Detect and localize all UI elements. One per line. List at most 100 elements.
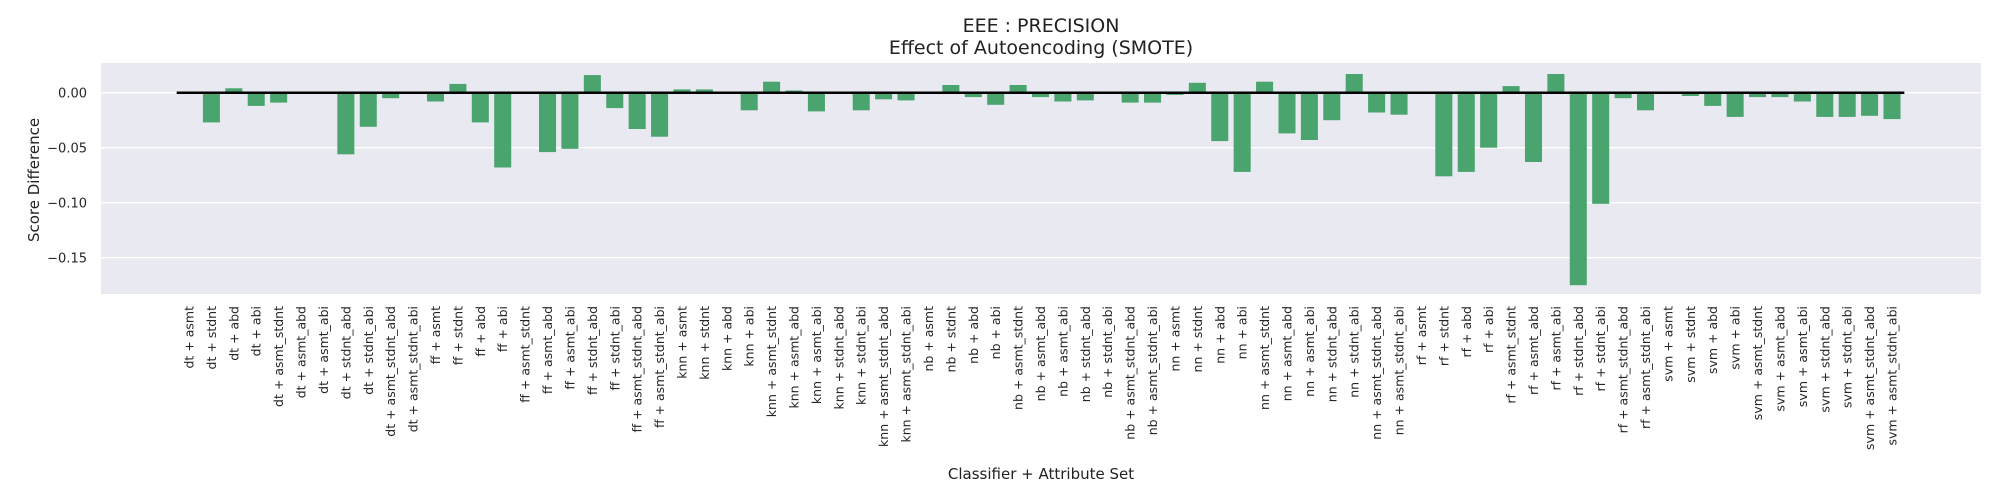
x-tick-label: nn + stdnt_abd — [1324, 306, 1339, 402]
x-tick-label: rf + abd — [1459, 306, 1474, 358]
bar — [964, 92, 982, 98]
bar — [942, 85, 960, 93]
bar — [270, 92, 288, 103]
x-tick-label: dt + stdnt — [204, 306, 219, 370]
bar — [1345, 74, 1363, 93]
x-tick-label: ff + stdnt — [450, 306, 465, 365]
bar — [539, 92, 557, 153]
bar — [1054, 92, 1072, 102]
y-tick-label: −0.10 — [47, 197, 87, 212]
x-tick-label: dt + asmt_abd — [294, 306, 309, 398]
x-tick-label: nb + abi — [988, 306, 1003, 359]
x-tick-label: ff + stdnt_abd — [585, 306, 600, 395]
bar — [1636, 92, 1655, 111]
bar — [1502, 86, 1520, 93]
x-tick-label: knn + asmt_abi — [809, 306, 824, 404]
x-tick-label: svm + asmt_stdnt_abi — [1885, 306, 1900, 446]
bar — [247, 92, 265, 106]
x-tick-label: nb + asmt_stdnt_abi — [1145, 306, 1160, 435]
bar — [1144, 92, 1162, 103]
bar — [695, 89, 713, 93]
x-tick-label: nn + asmt_stdnt_abi — [1392, 306, 1407, 435]
bar — [359, 92, 377, 127]
x-tick-label: nb + asmt — [921, 306, 936, 372]
bar — [1121, 92, 1139, 103]
x-axis-ticks: dt + asmt dt + stdnt dt + abd dt + abi dt + … — [182, 306, 1900, 450]
bar — [1031, 92, 1050, 98]
bar — [763, 81, 781, 93]
bar — [225, 88, 243, 93]
x-tick-label: dt + abd — [226, 306, 241, 361]
y-axis-label: Score Difference — [25, 118, 43, 242]
bar — [606, 92, 624, 109]
x-tick-label: knn + asmt_stdnt — [764, 306, 779, 417]
x-tick-label: rf + asmt — [1414, 306, 1429, 365]
x-tick-label: ff + stdnt_abi — [607, 306, 622, 391]
x-tick-label: nb + asmt_abd — [1033, 306, 1048, 401]
bar — [1300, 92, 1318, 140]
bar — [740, 92, 758, 111]
bar — [337, 92, 355, 155]
bar — [1749, 92, 1767, 98]
bar — [1614, 92, 1632, 99]
x-tick-label: nb + asmt_abi — [1055, 306, 1070, 397]
x-tick-label: nn + asmt_abi — [1302, 306, 1317, 397]
x-tick-label: svm + asmt_stdnt_abd — [1862, 306, 1877, 450]
bar — [1211, 92, 1229, 142]
bar — [1681, 92, 1699, 96]
bar — [382, 92, 400, 99]
chart-title: EEE : PRECISION — [963, 15, 1120, 37]
bar — [628, 92, 646, 129]
bar — [1480, 92, 1498, 148]
bar — [1569, 92, 1587, 286]
bar — [875, 92, 893, 100]
bar — [852, 92, 870, 111]
plot-background — [101, 63, 1981, 294]
x-tick-label: nn + asmt_stdnt — [1257, 306, 1272, 410]
x-tick-label: dt + stdnt_abi — [361, 306, 376, 395]
bar — [1547, 74, 1565, 93]
x-tick-label: knn + asmt_abd — [787, 306, 802, 409]
x-axis-label: Classifier + Attribute Set — [948, 465, 1134, 483]
x-tick-label: rf + asmt_stdnt_abd — [1616, 306, 1631, 433]
chart-subtitle: Effect of Autoencoding (SMOTE) — [889, 37, 1193, 59]
x-tick-label: ff + asmt_abi — [562, 306, 577, 390]
bar — [426, 92, 445, 102]
bar — [897, 92, 915, 101]
x-tick-label: svm + abi — [1728, 306, 1743, 370]
x-tick-label: ff + asmt_stdnt_abi — [652, 306, 667, 428]
x-tick-label: dt + stdnt_abd — [338, 306, 353, 399]
x-tick-label: rf + asmt_stdnt — [1504, 306, 1519, 404]
bar — [1188, 82, 1206, 93]
bar — [1009, 85, 1027, 93]
bar — [651, 92, 669, 137]
bar — [1256, 81, 1274, 93]
x-tick-label: svm + asmt_abd — [1772, 306, 1787, 412]
x-tick-label: ff + asmt_abd — [540, 306, 555, 394]
x-tick-label: rf + stdnt_abd — [1571, 306, 1586, 396]
bar — [1233, 92, 1251, 172]
bar — [807, 92, 825, 112]
x-tick-label: knn + abi — [742, 306, 757, 367]
x-tick-label: nn + asmt_abd — [1279, 306, 1294, 401]
x-tick-label: nb + asmt_stdnt_abd — [1123, 306, 1138, 440]
bar — [1861, 92, 1879, 116]
bar — [561, 92, 579, 149]
x-tick-label: nb + stdnt — [943, 306, 958, 373]
x-tick-label: rf + asmt_abi — [1548, 306, 1563, 391]
bar — [1771, 92, 1789, 98]
bar — [1793, 92, 1811, 102]
x-tick-label: nn + abi — [1235, 306, 1250, 359]
bar — [1457, 92, 1475, 172]
x-tick-label: svm + asmt_abi — [1795, 306, 1810, 407]
x-tick-label: nn + asmt_stdnt_abd — [1369, 306, 1384, 440]
x-tick-label: nn + asmt — [1167, 306, 1182, 372]
x-tick-label: rf + abi — [1481, 306, 1496, 353]
x-tick-label: dt + asmt_stdnt_abd — [383, 306, 398, 437]
x-tick-label: knn + stdnt — [697, 306, 712, 380]
x-tick-label: rf + stdnt — [1436, 306, 1451, 366]
x-tick-label: svm + stdnt_abd — [1817, 306, 1832, 412]
x-tick-label: rf + stdnt_abi — [1593, 306, 1608, 391]
bar — [1726, 92, 1744, 117]
bar — [1390, 92, 1408, 115]
